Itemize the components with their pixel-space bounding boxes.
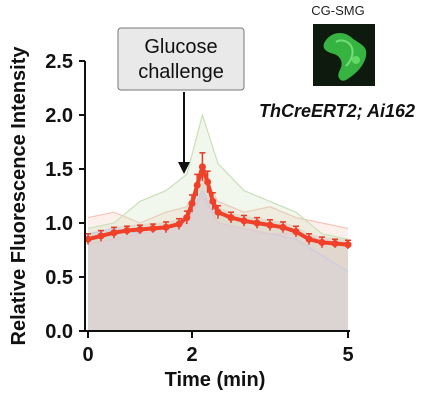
x-tick-label: 5 xyxy=(342,344,353,366)
y-ticks: 0.0 0.5 1.0 1.5 2.0 2.5 xyxy=(45,51,85,343)
y-tick-label: 0.0 xyxy=(45,321,73,343)
x-axis-title: Time (min) xyxy=(165,369,266,391)
individual-traces xyxy=(87,112,349,331)
y-tick-label: 0.5 xyxy=(45,267,73,289)
mean-point xyxy=(149,224,157,232)
background-fill-area xyxy=(88,161,348,331)
callout-line-1: Glucose xyxy=(144,36,217,58)
mean-point xyxy=(292,228,300,236)
mean-point xyxy=(175,220,183,228)
mean-point xyxy=(253,219,261,227)
individual-trace xyxy=(87,189,349,273)
callout-box xyxy=(117,27,245,91)
inset-micrograph xyxy=(313,24,375,86)
mean-point xyxy=(97,232,105,240)
mean-point xyxy=(331,240,339,248)
mean-point xyxy=(136,225,144,233)
mean-point xyxy=(279,223,287,231)
y-tick-label: 2.0 xyxy=(45,105,73,127)
mean-point xyxy=(123,227,131,235)
y-tick-label: 1.0 xyxy=(45,213,73,235)
mean-point xyxy=(318,238,326,246)
inset-label: CG-SMG xyxy=(311,3,364,18)
mean-point xyxy=(198,163,206,171)
mean-point xyxy=(193,181,201,189)
trace-fill xyxy=(88,196,348,331)
stimulus-arrow-head xyxy=(178,162,190,174)
individual-trace xyxy=(87,112,349,240)
mean-point xyxy=(305,235,313,243)
mean-point xyxy=(183,214,191,222)
genotype-label: ThCreERT2; Ai162 xyxy=(259,101,415,121)
background-area xyxy=(88,161,348,331)
mean-point xyxy=(227,214,235,222)
mean-point xyxy=(204,178,212,186)
y-axis-title: Relative Fluorescence Intensity xyxy=(8,46,30,346)
mean-point xyxy=(344,241,352,249)
mean-point xyxy=(162,223,170,231)
mean-point xyxy=(84,235,92,243)
x-ticks: 0 2 5 xyxy=(82,331,354,366)
callout-line-2: challenge xyxy=(138,61,224,83)
mean-point xyxy=(209,197,217,205)
y-tick-label: 2.5 xyxy=(45,51,73,73)
mean-point xyxy=(110,229,118,237)
x-tick-label: 0 xyxy=(82,344,93,366)
mean-point xyxy=(266,221,274,229)
trace-fill xyxy=(88,190,348,331)
mean-point xyxy=(240,217,248,225)
x-tick-label: 2 xyxy=(186,344,197,366)
y-tick-label: 1.5 xyxy=(45,159,73,181)
mean-point xyxy=(214,208,222,216)
glucose-challenge-callout: Glucose challenge xyxy=(117,27,245,174)
trace-fill xyxy=(88,174,348,331)
mean-trace xyxy=(84,163,352,249)
mean-point xyxy=(188,200,196,208)
